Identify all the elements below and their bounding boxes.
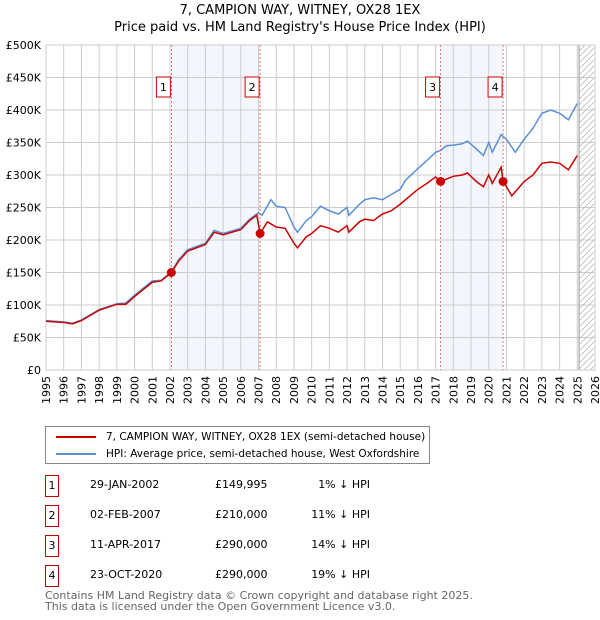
x-tick-label: 2011	[323, 376, 336, 404]
sale-date: 29-JAN-2002	[90, 478, 160, 491]
sale-point	[255, 229, 265, 238]
x-tick-label: 2013	[359, 376, 372, 404]
x-tick-label: 2025	[571, 376, 584, 404]
y-tick-label: £0	[27, 364, 41, 377]
x-tick-label: 2015	[394, 376, 407, 404]
sale-hpi: 14% ↓ HPI	[311, 538, 370, 551]
x-tick-label: 1999	[111, 376, 124, 404]
x-tick-label: 2003	[182, 376, 195, 404]
x-tick-label: 2006	[235, 376, 248, 404]
y-tick-label: £250K	[6, 202, 42, 215]
sale-marker-box	[244, 76, 260, 98]
x-tick-label: 2005	[217, 376, 230, 404]
chart-title: 7, CAMPION WAY, WITNEY, OX28 1EX	[179, 3, 421, 18]
sale-marker-label: 4	[492, 81, 499, 94]
y-tick-label: £450K	[6, 72, 42, 85]
sale-row: 1 29-JAN-2002 £149,995 1% ↓ HPI	[45, 475, 445, 497]
forecast-hatch	[578, 44, 596, 371]
x-tick-label: 2010	[306, 376, 319, 404]
x-tick-label: 2018	[447, 376, 460, 404]
x-tick-label: 2023	[536, 376, 549, 404]
plot-border	[45, 44, 596, 371]
y-tick-label: £100K	[6, 299, 42, 312]
sale-point	[436, 177, 446, 186]
x-tick-label: 2000	[129, 376, 142, 404]
sale-n: 1	[45, 475, 59, 497]
chart-subtitle: Price paid vs. HM Land Registry's House …	[114, 20, 486, 35]
y-tick-label: £200K	[6, 234, 42, 247]
footer-line: Contains HM Land Registry data © Crown c…	[45, 589, 473, 602]
sale-date: 23-OCT-2020	[90, 568, 163, 581]
x-tick-label: 1996	[58, 376, 71, 404]
x-tick-label: 2012	[341, 376, 354, 404]
sale-price-label: £149,995	[215, 478, 268, 491]
x-tick-label: 2017	[430, 376, 443, 404]
legend-item-property: 7, CAMPION WAY, WITNEY, OX28 1EX (semi-d…	[56, 428, 425, 445]
y-tick-label: £350K	[6, 137, 42, 150]
legend-item-hpi: HPI: Average price, semi-detached house,…	[56, 445, 419, 462]
sale-n: 4	[45, 565, 59, 587]
x-tick-label: 2024	[554, 376, 567, 404]
x-tick-label: 1998	[93, 376, 106, 404]
x-tick-label: 2004	[199, 376, 212, 404]
sale-price-label: £290,000	[215, 568, 268, 581]
sale-n: 3	[45, 535, 59, 557]
sale-marker-label: 2	[249, 81, 256, 94]
sale-price-label: £290,000	[215, 538, 268, 551]
x-tick-label: 1997	[75, 376, 88, 404]
legend-label: 7, CAMPION WAY, WITNEY, OX28 1EX (semi-d…	[106, 430, 426, 443]
x-tick-label: 2007	[253, 376, 266, 404]
sale-row: 3 11-APR-2017 £290,000 14% ↓ HPI	[45, 535, 445, 557]
x-tick-label: 2008	[270, 376, 283, 404]
x-tick-label: 2020	[483, 376, 496, 404]
plot-area: 1995 1996 1997 1998 1999 2000 2001 2002 2003 2004…	[6, 39, 600, 404]
x-tick-label: 2026	[589, 376, 600, 404]
y-tick-label: £50K	[13, 332, 42, 345]
legend-label: HPI: Average price, semi-detached house,…	[106, 447, 420, 460]
sale-price-label: £210,000	[215, 508, 268, 521]
y-tick-label: £400K	[6, 104, 42, 117]
footer-line: This data is licensed under the Open Gov…	[45, 600, 396, 613]
x-tick-label: 2016	[412, 376, 425, 404]
x-tick-label: 2019	[465, 376, 478, 404]
sale-marker-label: 3	[429, 81, 436, 94]
x-tick-label: 2001	[146, 376, 159, 404]
sale-marker-box	[487, 76, 503, 98]
sale-point	[166, 268, 176, 278]
sale-hpi: 19% ↓ HPI	[311, 568, 370, 581]
y-tick-label: £300K	[6, 169, 42, 182]
y-tick-label: £150K	[6, 267, 42, 280]
sale-n: 2	[45, 505, 59, 527]
sale-row: 2 02-FEB-2007 £210,000 11% ↓ HPI	[45, 505, 445, 527]
sale-date: 02-FEB-2007	[90, 508, 161, 521]
x-tick-label: 2002	[164, 376, 177, 404]
sale-row: 4 23-OCT-2020 £290,000 19% ↓ HPI	[45, 565, 445, 587]
sale-point	[498, 177, 508, 186]
sale-hpi: 11% ↓ HPI	[311, 508, 370, 521]
x-tick-label: 2014	[376, 376, 389, 404]
sale-hpi: 1% ↓ HPI	[318, 478, 370, 491]
footer: Contains HM Land Registry data © Crown c…	[45, 590, 473, 612]
sale-marker-box	[155, 76, 171, 98]
sale-marker-box	[425, 76, 441, 98]
y-tick-label: £500K	[6, 39, 42, 52]
x-tick-label: 2022	[518, 376, 531, 404]
x-tick-label: 2021	[500, 376, 513, 404]
sale-date: 11-APR-2017	[90, 538, 162, 551]
sale-marker-label: 1	[160, 81, 167, 94]
x-tick-label: 2009	[288, 376, 301, 404]
x-tick-label: 1995	[40, 376, 53, 404]
legend: 7, CAMPION WAY, WITNEY, OX28 1EX (semi-d…	[45, 426, 430, 464]
